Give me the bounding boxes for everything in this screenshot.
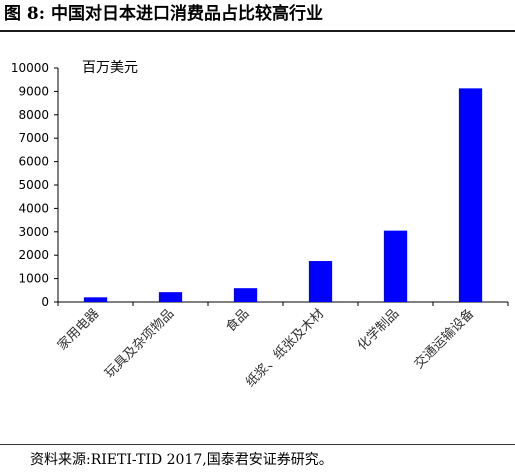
bar-6 (458, 88, 483, 302)
y-tick-label: 5000 (18, 178, 49, 192)
y-tick-label: 3000 (18, 225, 49, 239)
y-tick-label: 8000 (18, 108, 49, 122)
y-tick-label: 2000 (18, 248, 49, 262)
x-category-label: 家用电器 (54, 306, 102, 354)
x-category-label: 玩具及杂项物品 (102, 306, 177, 381)
title-divider (0, 30, 515, 32)
y-tick-label: 4000 (18, 201, 49, 215)
bar-2 (158, 292, 183, 302)
y-unit-label: 百万美元 (82, 60, 138, 76)
bar-4 (308, 261, 333, 302)
bar-1 (83, 297, 108, 302)
x-category-label: 食品 (223, 306, 253, 336)
bar-3 (233, 288, 258, 302)
y-tick-label: 0 (41, 295, 49, 309)
x-category-label: 交通运输设备 (411, 306, 477, 372)
y-tick-label: 1000 (18, 272, 49, 286)
x-category-label: 纸浆、纸张及木材 (243, 306, 327, 390)
source-note: 资料来源:RIETI-TID 2017,国泰君安证券研究。 (30, 452, 333, 468)
y-tick-label: 10000 (11, 61, 49, 75)
bar-5 (383, 230, 408, 302)
x-category-label: 化学制品 (354, 306, 402, 354)
y-tick-label: 7000 (18, 131, 49, 145)
y-tick-label: 9000 (18, 84, 49, 98)
y-tick-label: 6000 (18, 155, 49, 169)
source-divider (0, 444, 515, 445)
figure-title: 图 8: 中国对日本进口消费品占比较高行业 (4, 4, 323, 24)
bar-chart: 0 1000 2000 3000 4000 5000 6000 7000 8000 9000 100… (11, 60, 509, 390)
